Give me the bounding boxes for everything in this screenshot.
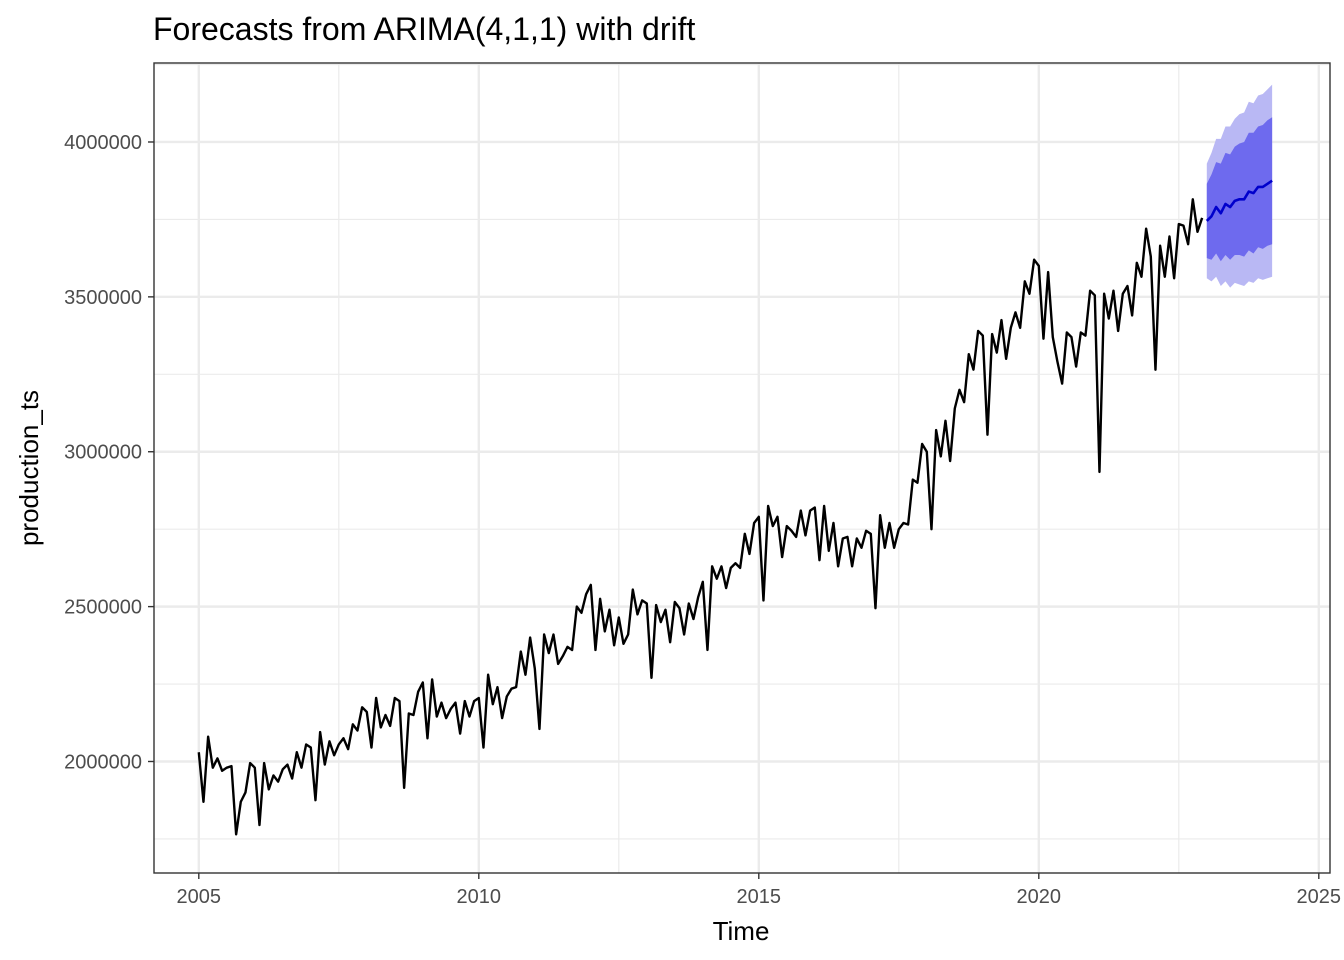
- grid-major: [154, 63, 1330, 873]
- chart-title: Forecasts from ARIMA(4,1,1) with drift: [153, 11, 695, 47]
- y-axis: 2000000 2500000 3000000 3500000 4000000: [64, 132, 154, 773]
- x-axis-title: Time: [713, 916, 770, 946]
- x-tick-label: 2020: [1017, 886, 1062, 908]
- grid-minor: [154, 63, 1330, 873]
- history-line: [197, 198, 1204, 836]
- x-tick-label: 2005: [177, 886, 222, 908]
- y-tick-label: 2000000: [64, 751, 142, 773]
- y-tick-label: 3000000: [64, 442, 142, 464]
- y-tick-label: 2500000: [64, 597, 142, 619]
- forecast-mean-line: [1205, 179, 1273, 222]
- x-tick-label: 2025: [1297, 886, 1342, 908]
- series-lines: [197, 179, 1273, 836]
- x-axis: 2005 2010 2015 2020 2025: [177, 873, 1342, 908]
- y-tick-label: 4000000: [64, 132, 142, 154]
- y-axis-title: production_ts: [14, 390, 44, 546]
- x-tick-label: 2010: [457, 886, 502, 908]
- panel-border: [153, 62, 1331, 874]
- y-tick-label: 3500000: [64, 287, 142, 309]
- forecast-band-80: [1206, 117, 1273, 262]
- x-tick-label: 2015: [737, 886, 782, 908]
- forecast-bands: [1206, 84, 1273, 288]
